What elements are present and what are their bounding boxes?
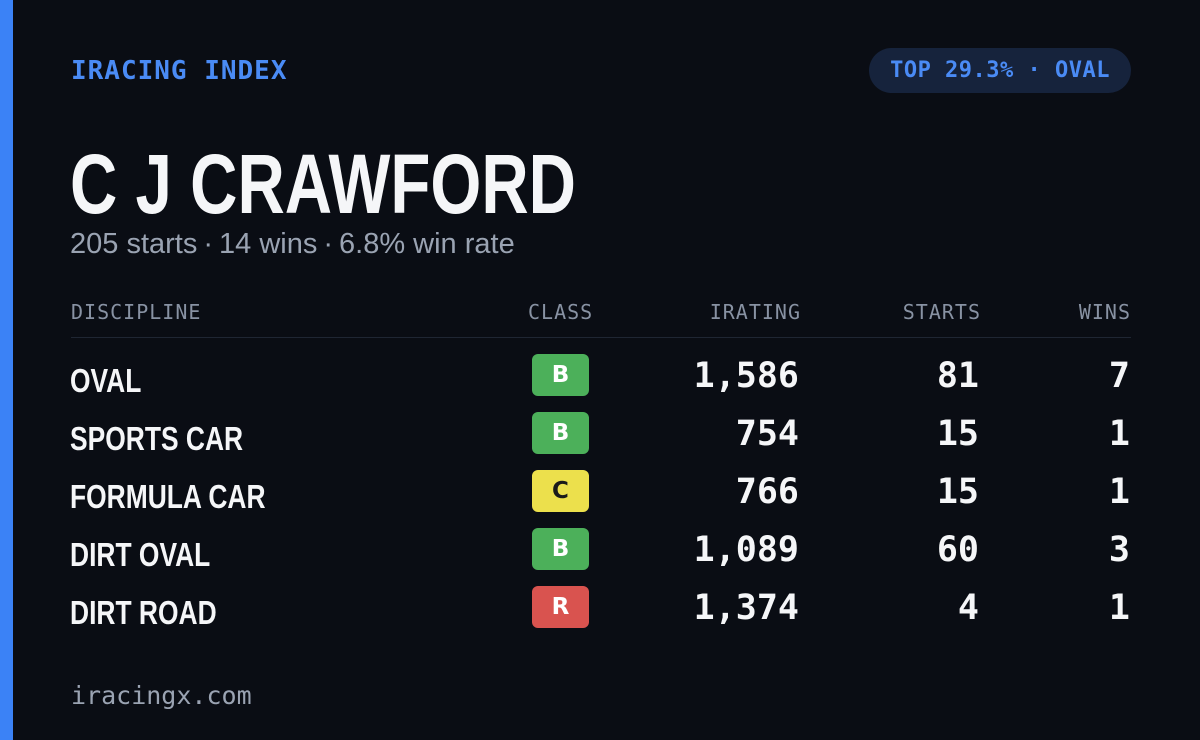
class-badge: R bbox=[532, 586, 589, 628]
summary-starts: 205 starts bbox=[70, 228, 198, 260]
irating-value: 1,089 bbox=[693, 530, 799, 570]
starts-value: 15 bbox=[936, 414, 979, 454]
wins-value: 1 bbox=[1108, 588, 1130, 628]
accent-bar bbox=[0, 0, 13, 740]
summary-separator: · bbox=[203, 228, 214, 260]
summary-win-rate: 6.8% win rate bbox=[339, 228, 515, 260]
brand-label: IRACING INDEX bbox=[71, 56, 288, 86]
wins-value: 1 bbox=[1108, 472, 1130, 512]
driver-name: C J CRAWFORD bbox=[70, 137, 576, 231]
starts-value: 81 bbox=[936, 356, 979, 396]
irating-value: 754 bbox=[735, 414, 799, 454]
irating-value: 1,586 bbox=[693, 356, 799, 396]
header-discipline: DISCIPLINE bbox=[71, 300, 202, 324]
class-badge: B bbox=[532, 528, 589, 570]
starts-value: 15 bbox=[936, 472, 979, 512]
class-badge: B bbox=[532, 354, 589, 396]
driver-summary: 205 starts · 14 wins · 6.8% win rate bbox=[70, 228, 515, 261]
starts-value: 60 bbox=[936, 530, 979, 570]
header-class: CLASS bbox=[528, 300, 594, 324]
summary-separator: · bbox=[323, 228, 334, 260]
table-row: OVAL B 1,586 81 7 bbox=[0, 354, 1200, 412]
class-badge: B bbox=[532, 412, 589, 454]
header-irating: IRATING bbox=[709, 300, 801, 324]
footer-url: iracingx.com bbox=[71, 681, 252, 710]
class-badge: C bbox=[532, 470, 589, 512]
table-row: SPORTS CAR B 754 15 1 bbox=[0, 412, 1200, 470]
rank-badge: TOP 29.3% · OVAL bbox=[869, 48, 1131, 93]
discipline-name: OVAL bbox=[70, 362, 142, 399]
irating-value: 766 bbox=[735, 472, 799, 512]
table-row: DIRT OVAL B 1,089 60 3 bbox=[0, 528, 1200, 586]
header-starts: STARTS bbox=[902, 300, 981, 324]
wins-value: 7 bbox=[1108, 356, 1130, 396]
wins-value: 3 bbox=[1108, 530, 1130, 570]
starts-value: 4 bbox=[957, 588, 979, 628]
header-wins: WINS bbox=[1078, 300, 1131, 324]
table-divider bbox=[71, 337, 1131, 338]
discipline-name: DIRT ROAD bbox=[70, 594, 217, 631]
irating-value: 1,374 bbox=[693, 588, 799, 628]
discipline-name: FORMULA CAR bbox=[70, 478, 266, 515]
wins-value: 1 bbox=[1108, 414, 1130, 454]
discipline-name: DIRT OVAL bbox=[70, 536, 211, 573]
summary-wins: 14 wins bbox=[219, 228, 318, 260]
table-row: DIRT ROAD R 1,374 4 1 bbox=[0, 586, 1200, 644]
discipline-name: SPORTS CAR bbox=[70, 420, 244, 457]
table-row: FORMULA CAR C 766 15 1 bbox=[0, 470, 1200, 528]
